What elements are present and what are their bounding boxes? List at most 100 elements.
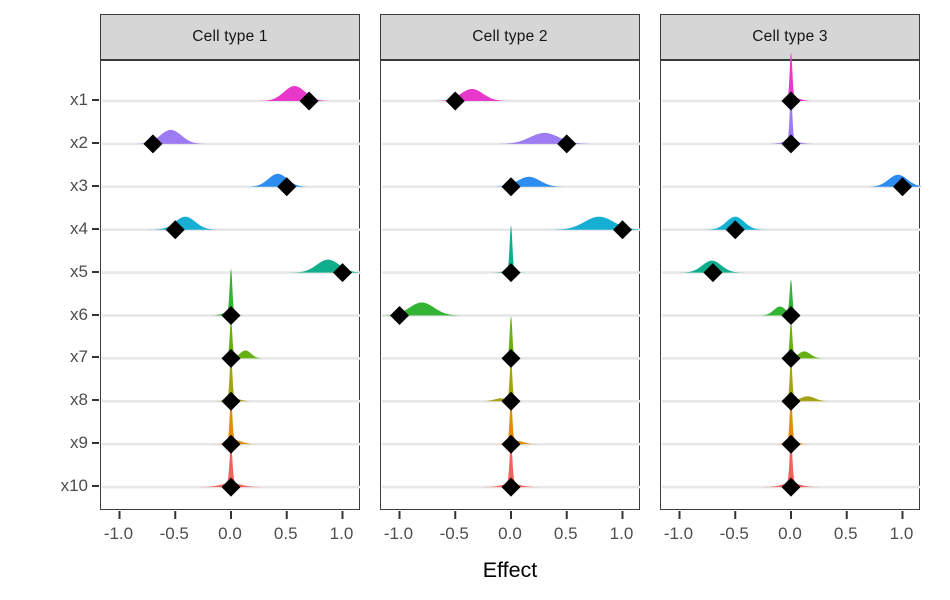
point-diamond-x3 [501, 177, 521, 197]
density-curve-x9 [767, 398, 818, 445]
point-diamond-x4 [613, 220, 632, 240]
density-curve-x7 [220, 320, 271, 359]
gridline-x3 [662, 185, 920, 189]
plot-panel [660, 52, 921, 519]
point-diamond-x4 [725, 220, 745, 240]
panel-canvas [381, 89, 641, 519]
point-diamond-x1 [299, 91, 319, 111]
x-tick-label: -0.5 [159, 524, 189, 543]
density-curve-x10 [470, 443, 552, 488]
plot-panel [380, 60, 641, 519]
density-curve-x8 [775, 360, 841, 402]
x-tick-label: 1.0 [889, 524, 914, 543]
density-curve-x7 [504, 316, 518, 359]
plot-panel [100, 60, 361, 519]
density-curve-x2 [479, 132, 610, 144]
y-axis-label-x9: x9 [70, 433, 88, 453]
point-diamond-x9 [781, 434, 801, 454]
density-curve-x8 [470, 360, 532, 402]
density-curve-x9 [486, 399, 547, 445]
x-tick-label: -1.0 [383, 524, 414, 543]
x-tick-label: 0.0 [498, 524, 522, 543]
point-diamond-x10 [781, 477, 801, 497]
x-axis-title: Effect [482, 558, 538, 582]
x-tick-label: -0.5 [719, 524, 749, 543]
facet-strip: Cell type 2 [380, 14, 640, 60]
density-curve-x1 [770, 52, 821, 101]
point-diamond-x8 [501, 391, 521, 411]
x-tick-label: 0.0 [778, 524, 802, 543]
y-tick [92, 442, 99, 445]
point-diamond-x9 [221, 434, 241, 454]
x-tick-label: -0.5 [439, 524, 469, 543]
x-tick-label: 0.5 [833, 524, 858, 543]
density-curve-x3 [478, 176, 580, 187]
y-axis-label-x5: x5 [70, 261, 88, 281]
point-diamond-x7 [781, 348, 801, 368]
gridline-x5 [662, 271, 920, 274]
panel-canvas [662, 52, 921, 519]
density-curve-x3 [235, 173, 321, 187]
point-diamond-x2 [557, 134, 577, 154]
point-diamond-x5 [501, 263, 521, 283]
density-curve-x4 [533, 216, 641, 230]
point-diamond-x1 [781, 91, 801, 111]
y-tick [92, 141, 99, 144]
facet-strip-label: Cell type 3 [752, 28, 828, 45]
point-diamond-x3 [893, 177, 912, 197]
y-axis-label-x7: x7 [70, 347, 88, 367]
point-diamond-x5 [333, 263, 352, 283]
point-diamond-x2 [143, 134, 163, 154]
point-diamond-x4 [165, 220, 185, 240]
gridline-x6 [382, 314, 640, 317]
x-tick-label: 1.0 [329, 524, 354, 543]
y-axis-label-x4: x4 [70, 218, 88, 238]
point-diamond-x6 [221, 306, 241, 325]
density-curve-x2 [123, 129, 219, 144]
y-tick [92, 227, 99, 230]
x-tick-label: -1.0 [663, 524, 694, 543]
gridline-x4 [662, 228, 920, 231]
y-axis-label-x1: x1 [70, 90, 88, 109]
x-tick-label: -1.0 [103, 524, 134, 543]
point-diamond-x10 [221, 477, 241, 497]
density-curve-x6 [752, 279, 808, 316]
density-curve-x10 [185, 445, 277, 488]
y-tick [92, 399, 99, 402]
point-diamond-x8 [781, 391, 801, 411]
facet-strip-label: Cell type 1 [192, 28, 268, 45]
gridline-x2 [102, 142, 360, 146]
facet-strip: Cell type 3 [660, 14, 920, 60]
x-tick-label: 0.5 [273, 524, 298, 543]
point-diamond-x6 [781, 306, 801, 325]
y-axis-label-x2: x2 [70, 132, 88, 152]
density-curve-x10 [750, 442, 832, 488]
facet-strip: Cell type 1 [100, 14, 360, 60]
y-tick [92, 270, 99, 273]
point-diamond-x6 [390, 306, 409, 325]
density-curve-x1 [421, 89, 523, 101]
gridline-x1 [102, 99, 360, 103]
y-axis-label-x10: x10 [60, 476, 88, 496]
density-curve-x5 [483, 225, 534, 273]
point-diamond-x3 [277, 177, 297, 197]
y-tick [92, 485, 99, 488]
density-curve-x2 [755, 95, 827, 144]
gridline-x3 [102, 185, 360, 189]
density-curve-x1 [246, 86, 343, 101]
density-curve-x4 [140, 216, 231, 230]
density-curve-x8 [203, 356, 264, 402]
x-tick-label: 0.5 [553, 524, 578, 543]
x-tick-label: 0.0 [218, 524, 242, 543]
point-diamond-x7 [221, 348, 241, 368]
y-tick [92, 184, 99, 187]
facet-strip-label: Cell type 2 [472, 28, 548, 45]
point-diamond-x1 [445, 91, 465, 111]
y-tick [92, 99, 99, 101]
y-axis-label-x8: x8 [70, 390, 88, 410]
density-curve-x3 [855, 174, 921, 187]
y-tick [92, 356, 99, 359]
x-tick-label: 1.0 [609, 524, 634, 543]
point-diamond-x7 [501, 348, 521, 368]
